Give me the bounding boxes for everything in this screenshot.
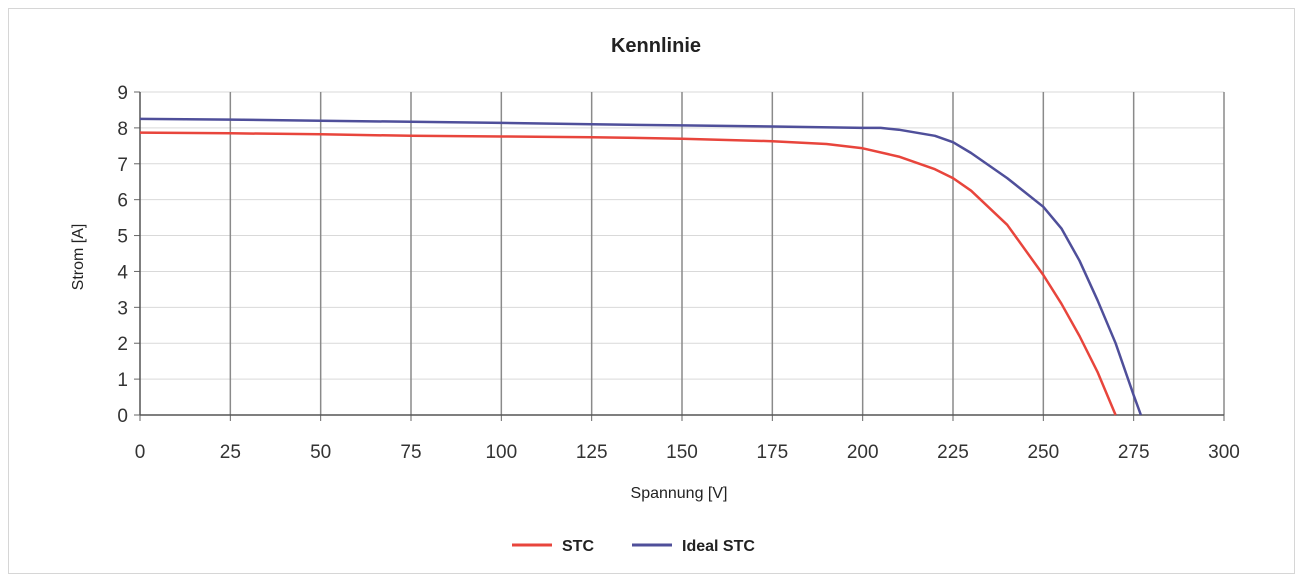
- legend-label: Ideal STC: [682, 538, 755, 555]
- y-tick-label: 6: [117, 191, 128, 212]
- x-tick-label: 275: [1118, 442, 1150, 463]
- chart-frame: [8, 8, 1295, 574]
- y-tick-label: 1: [117, 370, 128, 391]
- x-tick-label: 225: [937, 442, 969, 463]
- x-tick-label: 250: [1027, 442, 1059, 463]
- y-tick-label: 4: [117, 262, 128, 283]
- x-axis-label: Spannung [V]: [631, 485, 728, 502]
- x-tick-label: 150: [666, 442, 698, 463]
- series-group: [139, 117, 1143, 416]
- y-tick-label: 0: [117, 406, 128, 427]
- y-tick-label: 9: [117, 83, 128, 104]
- y-tick-label: 5: [117, 227, 128, 248]
- x-tick-label: 175: [756, 442, 788, 463]
- y-tick-label: 3: [117, 298, 128, 319]
- y-tick-label: 2: [117, 334, 128, 355]
- legend-label: STC: [562, 538, 594, 555]
- x-tick-label: 125: [576, 442, 608, 463]
- x-tick-label: 25: [220, 442, 241, 463]
- y-axis-label: Strom [A]: [70, 224, 87, 291]
- grid: [140, 91, 1225, 415]
- x-tick-label: 200: [847, 442, 879, 463]
- chart-title: Kennlinie: [611, 35, 701, 57]
- series-line-stc: [139, 131, 1117, 416]
- series-line-ideal-stc: [139, 117, 1143, 416]
- x-tick-label: 0: [135, 442, 146, 463]
- axes: 0 1 2 3 4 5 6 7 8 9 0 25 50 75 100 125 150 175 200 225 250 27…: [117, 83, 1239, 463]
- x-tick-label: 50: [310, 442, 331, 463]
- legend: STC Ideal STC: [512, 538, 755, 555]
- y-tick-label: 7: [117, 155, 128, 176]
- y-tick-label: 8: [117, 119, 128, 140]
- x-tick-label: 75: [400, 442, 421, 463]
- x-tick-label: 100: [485, 442, 517, 463]
- x-tick-label: 300: [1208, 442, 1240, 463]
